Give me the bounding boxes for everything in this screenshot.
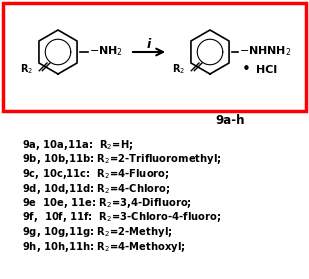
Text: 9d, 10d,11d: R$_2$=4-Chloro;: 9d, 10d,11d: R$_2$=4-Chloro;: [22, 182, 170, 196]
Text: 9c, 10c,11c:  R$_2$=4-Fluoro;: 9c, 10c,11c: R$_2$=4-Fluoro;: [22, 167, 170, 181]
Text: HCl: HCl: [256, 65, 277, 75]
Text: 9h, 10h,11h: R$_2$=4-Methoxyl;: 9h, 10h,11h: R$_2$=4-Methoxyl;: [22, 239, 186, 254]
Text: 9g, 10g,11g: R$_2$=2-Methyl;: 9g, 10g,11g: R$_2$=2-Methyl;: [22, 225, 172, 239]
Text: 9b, 10b,11b: R$_2$=2-Trifluoromethyl;: 9b, 10b,11b: R$_2$=2-Trifluoromethyl;: [22, 153, 222, 167]
Text: R$_2$: R$_2$: [172, 62, 186, 76]
Text: $-$NH$_2$: $-$NH$_2$: [89, 44, 123, 58]
Bar: [3, 3, 306, 111]
Text: •: •: [242, 62, 250, 78]
Text: 9a, 10a,11a:  R$_2$=H;: 9a, 10a,11a: R$_2$=H;: [22, 138, 133, 152]
Text: 9e  10e, 11e: R$_2$=3,4-Difluoro;: 9e 10e, 11e: R$_2$=3,4-Difluoro;: [22, 196, 192, 210]
Text: i: i: [147, 37, 151, 50]
Text: $-$NHNH$_2$: $-$NHNH$_2$: [239, 44, 291, 58]
Text: 9a-h: 9a-h: [215, 114, 245, 126]
Text: R$_2$: R$_2$: [20, 62, 34, 76]
Text: 9f,  10f, 11f:  R$_2$=3-Chloro-4-fluoro;: 9f, 10f, 11f: R$_2$=3-Chloro-4-fluoro;: [22, 210, 221, 225]
